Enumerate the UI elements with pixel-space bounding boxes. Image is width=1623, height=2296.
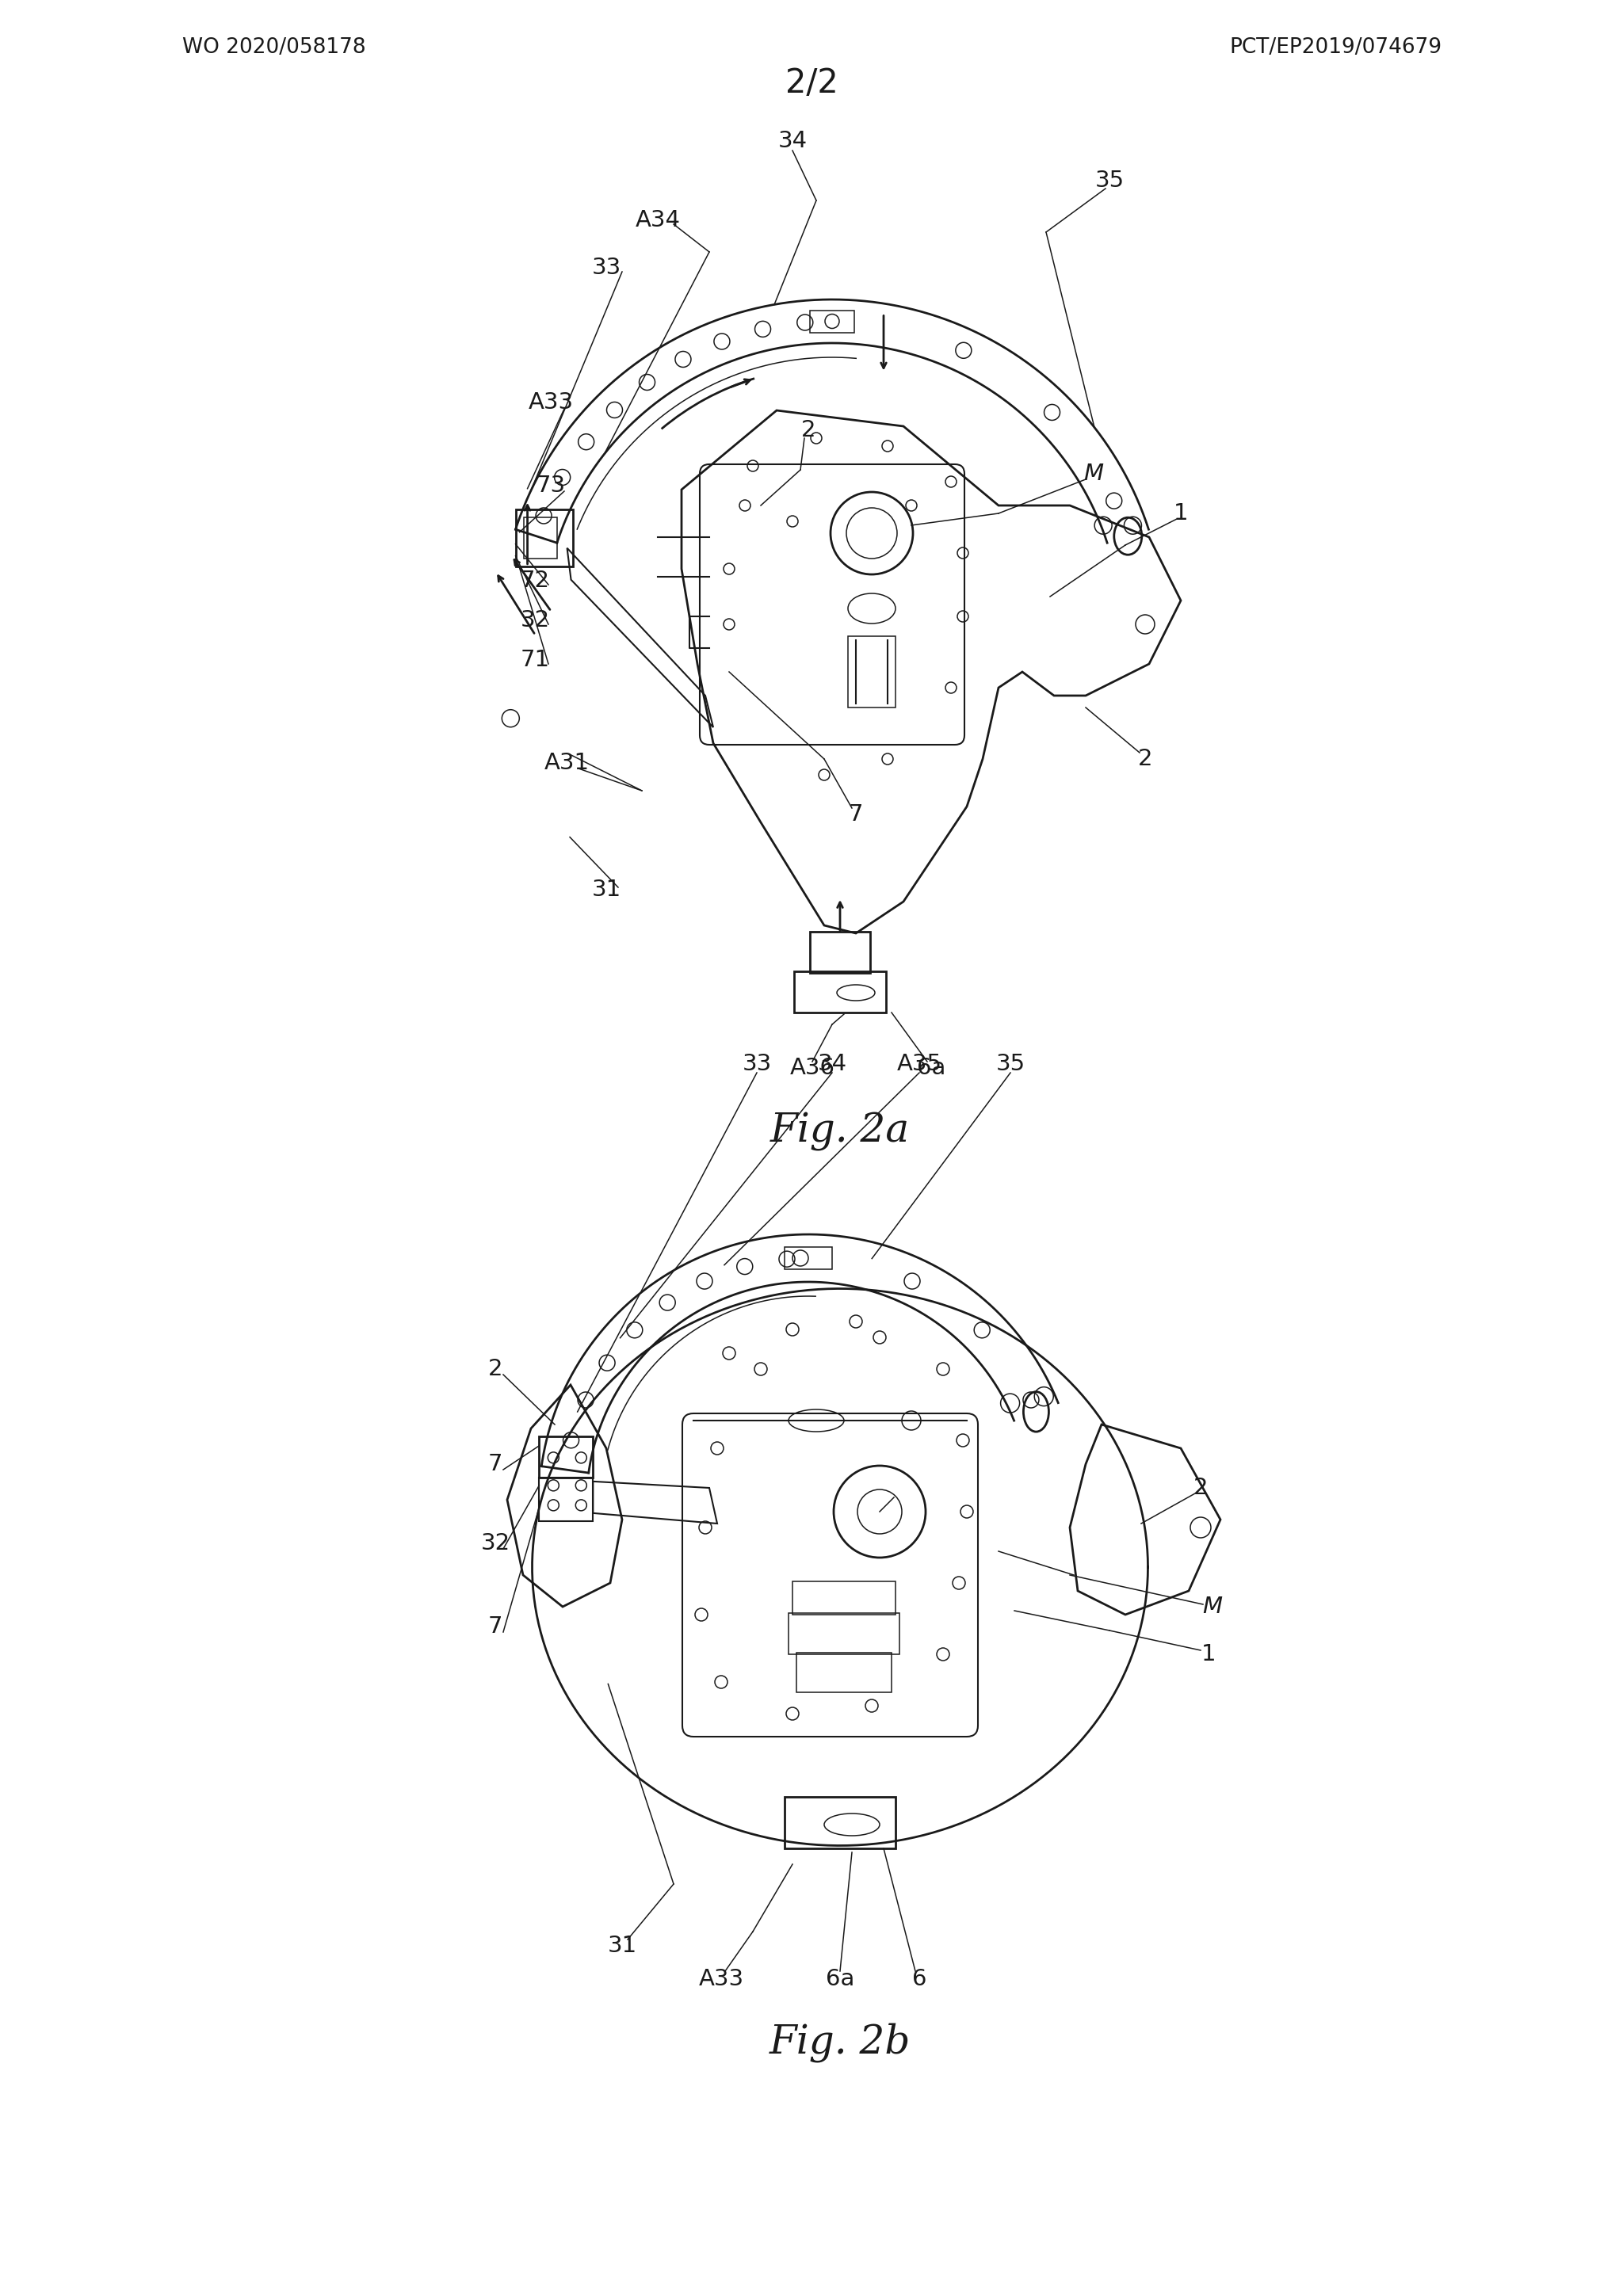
Text: 7: 7 <box>489 1616 503 1637</box>
Text: 6: 6 <box>912 1968 927 1991</box>
Text: Fig. 2b: Fig. 2b <box>769 2023 911 2062</box>
Text: M: M <box>1203 1596 1222 1619</box>
Bar <box>539 1437 592 1476</box>
Bar <box>847 636 896 707</box>
Text: 33: 33 <box>742 1054 771 1075</box>
Text: 32: 32 <box>521 608 550 631</box>
Text: 2/2: 2/2 <box>786 67 837 99</box>
Bar <box>792 1582 896 1614</box>
Text: A35: A35 <box>896 1054 941 1075</box>
Bar <box>524 517 557 558</box>
Text: 71: 71 <box>521 650 550 670</box>
Text: PCT/EP2019/074679: PCT/EP2019/074679 <box>1230 37 1443 57</box>
Text: 73: 73 <box>536 475 565 496</box>
Text: 7: 7 <box>849 804 863 827</box>
Bar <box>810 932 870 974</box>
Text: 35: 35 <box>995 1054 1026 1075</box>
Bar <box>516 510 573 567</box>
Text: 32: 32 <box>480 1531 510 1554</box>
Text: 31: 31 <box>591 879 622 900</box>
Text: A31: A31 <box>544 751 589 774</box>
Bar <box>789 1614 899 1653</box>
Text: 1: 1 <box>1201 1644 1216 1665</box>
Bar <box>784 1798 896 1848</box>
Text: 31: 31 <box>607 1936 636 1956</box>
Bar <box>797 1653 891 1692</box>
Text: M: M <box>1084 464 1104 484</box>
Text: 33: 33 <box>591 257 622 278</box>
Text: WO 2020/058178: WO 2020/058178 <box>182 37 365 57</box>
Text: A33: A33 <box>698 1968 743 1991</box>
Text: 35: 35 <box>1096 170 1125 193</box>
Text: 2: 2 <box>489 1357 503 1380</box>
Text: 1: 1 <box>1173 503 1188 523</box>
Bar <box>539 1476 592 1520</box>
Text: 72: 72 <box>521 569 550 592</box>
Bar <box>794 971 886 1013</box>
Bar <box>784 1247 833 1270</box>
Text: A33: A33 <box>527 390 573 413</box>
Text: 6a: 6a <box>826 1968 854 1991</box>
Text: 2: 2 <box>802 420 816 441</box>
Text: 2: 2 <box>1138 748 1152 769</box>
Text: A36: A36 <box>790 1056 834 1079</box>
Bar <box>810 310 854 333</box>
Text: Fig. 2a: Fig. 2a <box>771 1111 911 1150</box>
Text: 34: 34 <box>818 1054 847 1075</box>
Text: 6a: 6a <box>917 1056 946 1079</box>
Text: A34: A34 <box>635 209 680 232</box>
Text: 34: 34 <box>777 131 807 152</box>
Text: 7: 7 <box>489 1453 503 1476</box>
Text: 2: 2 <box>1193 1476 1208 1499</box>
